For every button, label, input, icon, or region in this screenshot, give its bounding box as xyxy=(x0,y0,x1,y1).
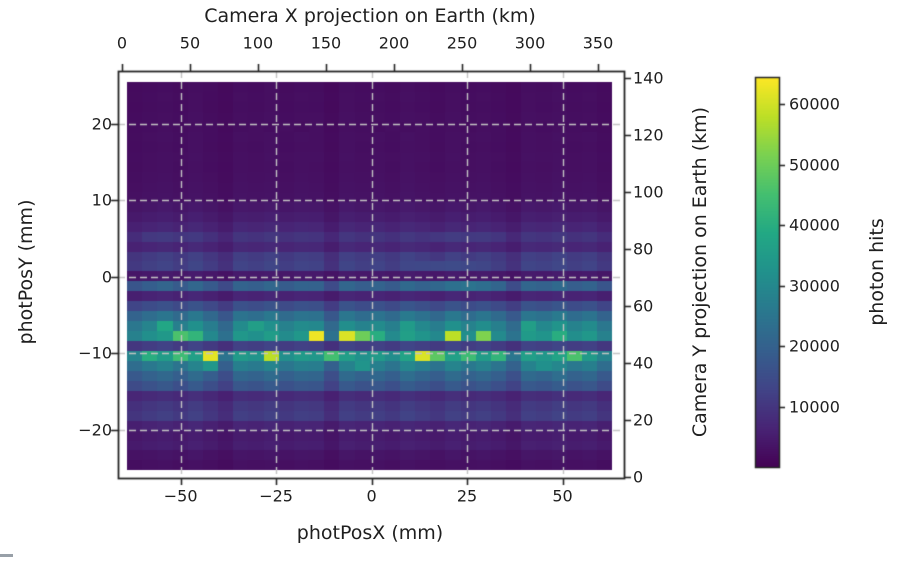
top-axis-tick-label: 300 xyxy=(514,33,546,53)
colorbar-tick-label: 20000 xyxy=(789,336,840,356)
x-axis-tick-label: −25 xyxy=(259,486,293,506)
colorbar-tick-label: 60000 xyxy=(789,94,840,114)
top-axis-tick-label: 350 xyxy=(582,33,614,53)
top-axis-tick-label: 0 xyxy=(116,33,128,53)
screenshot-corner-mark xyxy=(0,554,13,557)
colorbar-tick-label: 40000 xyxy=(789,215,840,235)
x-axis-tick-label: −50 xyxy=(163,486,198,506)
right-axis-tick-label: 20 xyxy=(633,410,654,430)
y-axis-tick-label: −10 xyxy=(78,343,112,363)
y-axis-tick-label: 20 xyxy=(91,114,112,134)
top-axis-tick-label: 200 xyxy=(378,33,410,53)
right-axis-tick-label: 40 xyxy=(633,353,654,373)
colorbar-label: photon hits xyxy=(866,218,888,326)
y-axis-label-left: photPosY (mm) xyxy=(15,199,37,345)
right-axis-tick-label: 140 xyxy=(633,68,664,88)
top-axis-tick-label: 100 xyxy=(242,33,274,53)
y-axis-tick-label: 0 xyxy=(101,267,112,287)
y-axis-tick-label: 10 xyxy=(91,190,112,210)
x-axis-tick-label: 50 xyxy=(552,486,573,506)
top-axis-tick-label: 250 xyxy=(446,33,478,53)
right-axis-tick-label: 60 xyxy=(633,296,654,316)
colorbar-tick-label: 50000 xyxy=(789,155,840,175)
y-axis-tick-label: −20 xyxy=(78,420,112,440)
colorbar-tick-label: 10000 xyxy=(789,397,840,417)
right-axis-tick-label: 100 xyxy=(633,182,664,202)
right-axis-tick-label: 80 xyxy=(633,239,654,259)
top-axis-tick-label: 50 xyxy=(179,33,201,53)
right-axis-tick-label: 0 xyxy=(633,467,644,487)
right-axis-tick-label: 120 xyxy=(633,125,664,145)
x-axis-tick-label: 25 xyxy=(456,486,478,506)
top-axis-tick-label: 150 xyxy=(310,33,342,53)
colorbar-tick-label: 30000 xyxy=(789,276,840,296)
x-axis-tick-label: 0 xyxy=(366,486,377,506)
x-axis-label: photPosX (mm) xyxy=(296,522,444,544)
y-axis-label-right: Camera Y projection on Earth (km) xyxy=(689,106,711,438)
top-axis-title: Camera X projection on Earth (km) xyxy=(204,5,536,27)
